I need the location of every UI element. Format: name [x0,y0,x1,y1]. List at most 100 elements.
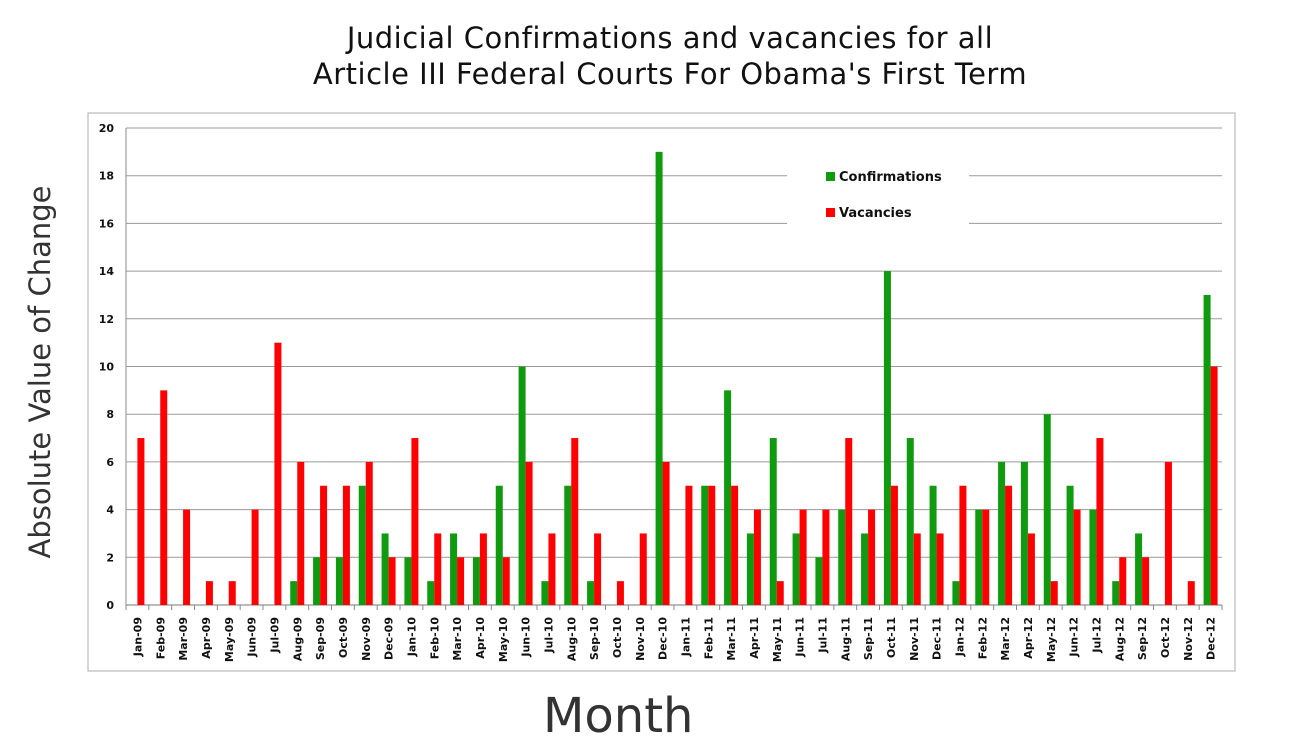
bar-vacancies-may-09 [228,581,236,605]
legend-label-vacancies: Vacancies [839,206,912,221]
bar-vacancies-apr-12 [1027,533,1035,605]
bar-confirmations-jun-10 [518,366,526,605]
x-tick-label: Sep-10 [588,617,601,660]
y-tick-label: 14 [99,265,115,278]
bar-confirmations-jun-12 [1066,485,1074,605]
bar-confirmations-mar-11 [724,390,732,605]
bar-confirmations-dec-12 [1203,294,1211,605]
bar-confirmations-sep-12 [1135,533,1143,605]
x-tick-label: May-11 [771,617,784,662]
legend-box [787,162,969,232]
x-tick-label: Apr-09 [200,617,213,659]
x-tick-label: Nov-10 [634,617,647,661]
x-tick-label: Feb-10 [428,617,441,660]
x-tick-label: Mar-12 [999,617,1012,661]
bar-confirmations-nov-11 [906,438,914,605]
bar-vacancies-mar-10 [457,557,465,605]
x-tick-label: Mar-11 [725,617,738,661]
x-tick-label: Nov-11 [908,617,921,661]
x-tick-label: Aug-10 [565,617,578,661]
bar-vacancies-jan-11 [685,485,693,605]
y-tick-label: 16 [99,217,115,230]
bar-vacancies-jun-09 [251,509,259,605]
y-tick-label: 8 [106,408,114,421]
bar-vacancies-jun-11 [799,509,807,605]
x-tick-label: Jun-10 [520,617,533,658]
bar-confirmations-oct-11 [883,271,891,605]
bar-vacancies-sep-12 [1142,557,1150,605]
bar-confirmations-aug-11 [838,509,846,605]
bar-confirmations-aug-09 [290,581,298,605]
bar-confirmations-sep-09 [313,557,321,605]
bar-vacancies-aug-11 [845,438,853,605]
bar-vacancies-jan-10 [411,438,419,605]
x-tick-label: Jan-09 [131,617,144,657]
x-tick-label: Jul-10 [542,617,555,654]
bar-vacancies-apr-10 [479,533,487,605]
y-tick-label: 0 [106,599,114,612]
x-tick-label: Feb-09 [154,617,167,659]
x-tick-label: Sep-12 [1136,617,1149,660]
x-tick-label: Oct-12 [1159,617,1172,658]
x-tick-label: Oct-11 [885,617,898,658]
bar-confirmations-jan-10 [404,557,412,605]
bar-vacancies-nov-11 [913,533,921,605]
bar-confirmations-dec-11 [929,485,937,605]
bar-vacancies-may-10 [502,557,510,605]
bar-vacancies-mar-12 [1005,485,1013,605]
bar-confirmations-may-11 [769,438,777,605]
bar-vacancies-dec-09 [388,557,396,605]
y-tick-label: 4 [106,504,114,517]
bar-confirmations-feb-12 [975,509,983,605]
x-tick-label: Feb-11 [702,617,715,659]
x-tick-label: Jul-09 [268,617,281,654]
bar-vacancies-aug-10 [571,438,579,605]
x-tick-label: Jun-12 [1068,617,1081,658]
x-tick-label: Mar-09 [177,617,190,661]
bar-confirmations-dec-09 [381,533,389,605]
bar-vacancies-oct-11 [890,485,898,605]
bar-confirmations-nov-09 [358,485,366,605]
chart-title-line-1: Judicial Confirmations and vacancies for… [346,21,994,55]
bar-vacancies-may-12 [1050,581,1058,605]
x-tick-label: Dec-09 [383,617,396,660]
x-tick-label: Sep-11 [862,617,875,660]
bar-vacancies-feb-10 [434,533,442,605]
x-tick-label: Nov-09 [360,617,373,661]
bar-vacancies-jun-12 [1073,509,1081,605]
legend-label-confirmations: Confirmations [839,170,942,185]
x-tick-label: Jan-11 [679,617,692,657]
bar-confirmations-dec-10 [655,151,663,605]
y-tick-label: 10 [99,361,115,374]
x-tick-label: Nov-12 [1182,617,1195,661]
x-tick-label: Apr-10 [474,617,487,659]
y-tick-label: 6 [106,456,114,469]
bar-vacancies-sep-11 [868,509,876,605]
x-tick-label: Feb-12 [976,617,989,659]
y-tick-label: 20 [99,122,115,135]
bar-confirmations-oct-09 [335,557,343,605]
bar-confirmations-sep-11 [861,533,869,605]
x-tick-label: Oct-09 [337,617,350,658]
bar-confirmations-sep-10 [587,581,595,605]
bar-confirmations-feb-10 [427,581,435,605]
x-tick-label: Oct-10 [611,617,624,658]
x-tick-label: Jan-10 [405,617,418,658]
chart-title: Judicial Confirmations and vacancies for… [0,20,1300,92]
bar-vacancies-sep-10 [594,533,602,605]
bar-confirmations-feb-11 [701,485,709,605]
bar-confirmations-mar-12 [998,461,1006,605]
x-tick-label: Aug-11 [839,617,852,661]
bar-vacancies-aug-12 [1119,557,1127,605]
x-tick-label: Dec-10 [657,617,670,660]
x-tick-label: May-12 [1045,617,1058,662]
legend: Confirmations Vacancies [787,162,969,232]
bar-vacancies-nov-12 [1187,581,1195,605]
legend-swatch-confirmations [826,172,835,181]
bar-confirmations-jan-12 [952,581,960,605]
bar-vacancies-feb-12 [982,509,990,605]
bar-vacancies-jul-12 [1096,438,1104,605]
x-tick-label: Jan-12 [953,617,966,657]
x-axis-label: Month [543,688,694,744]
bar-vacancies-apr-11 [753,509,761,605]
